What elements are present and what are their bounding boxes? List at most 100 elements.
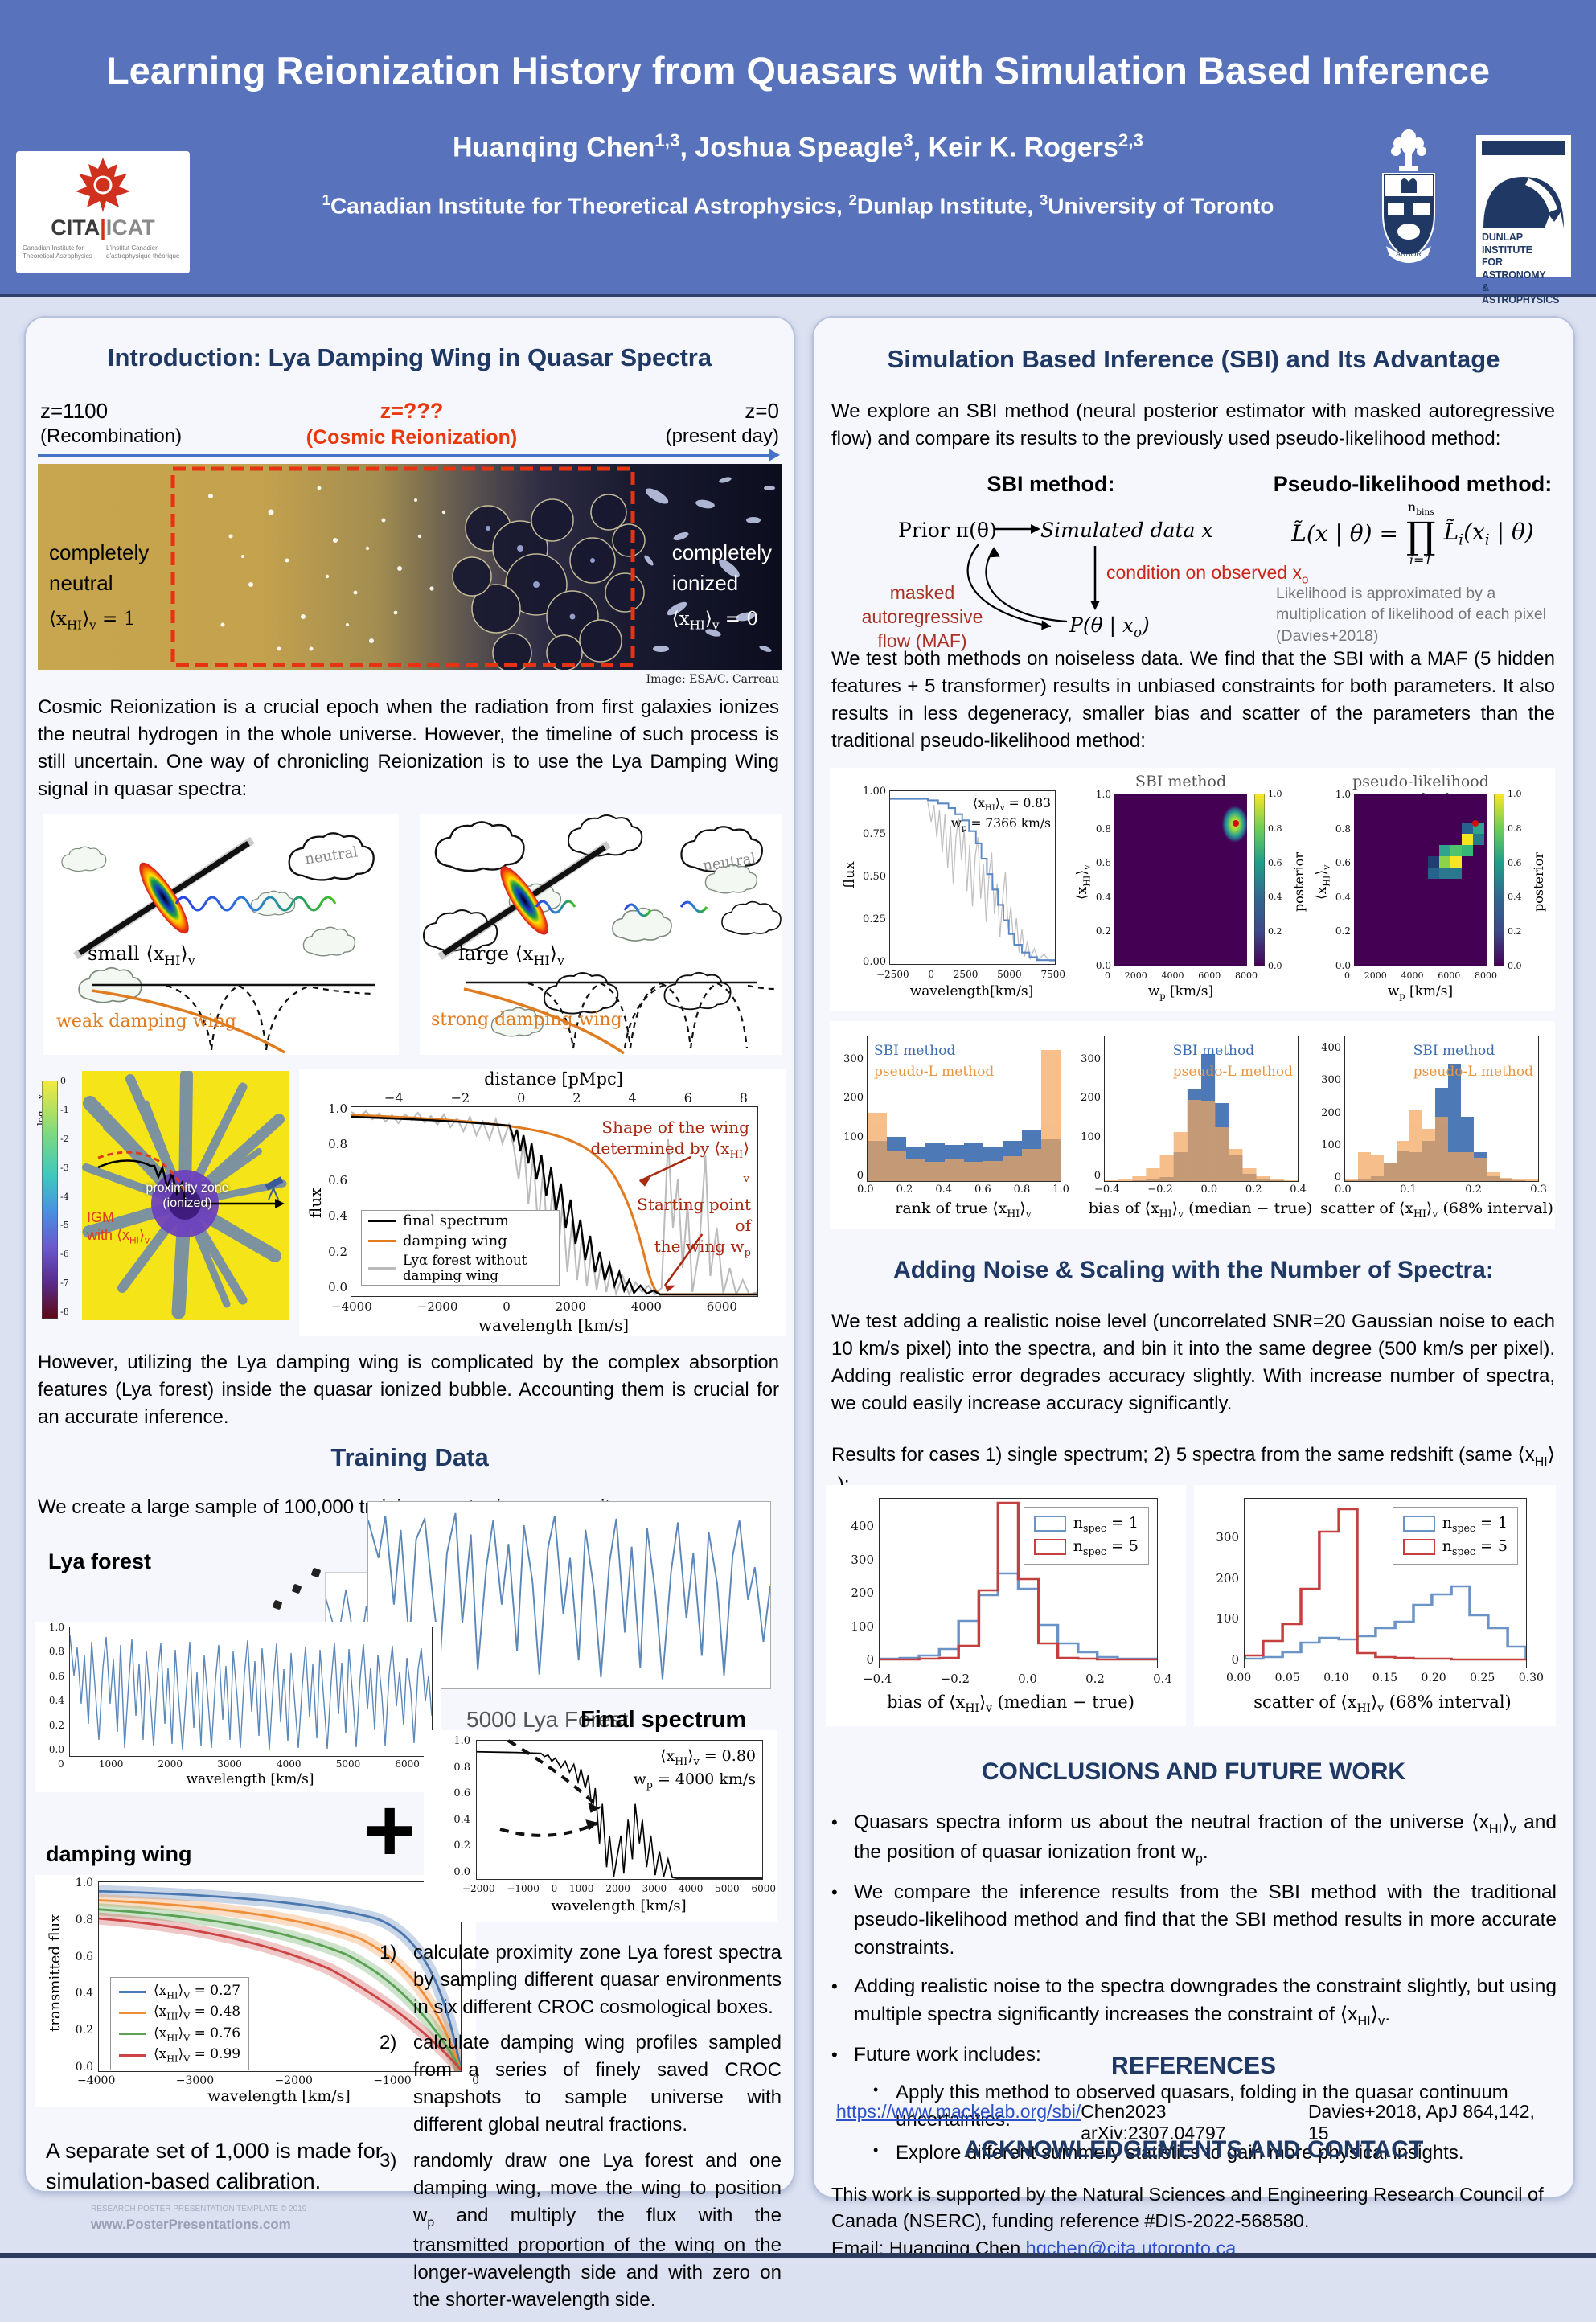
tick-label: 400 <box>1321 1042 1341 1054</box>
timeline-label-recombination: z=1100 (Recombination) <box>40 399 183 447</box>
spectrum-annotation: ⟨xHI⟩v = 0.83 wp = 7366 km/s <box>950 796 1051 834</box>
intro-paragraph-1: Cosmic Reionization is a crucial epoch w… <box>38 696 779 801</box>
tick-label: 4000 <box>1161 970 1184 981</box>
damping-wing-legend: ⟨xHI⟩V = 0.27 ⟨xHI⟩V = 0.48 ⟨xHI⟩V = 0.7… <box>110 1977 250 2070</box>
scatter-histogram: SBI method pseudo-L method 400 300 200 100 0… <box>1312 1029 1553 1222</box>
tick-label: 0.2 <box>328 1244 347 1259</box>
bias-xticks: −0.4 −0.2 0.0 0.2 0.4 <box>1094 1184 1307 1196</box>
legend-swatch-orange <box>119 2012 146 2015</box>
tick-label: 0.10 <box>1323 1672 1349 1684</box>
tick-label: 4 <box>628 1090 637 1106</box>
noise-bias-yticks: 400 300 200 100 0 <box>847 1519 874 1667</box>
colorbar-ticks: 1.0 0.8 0.6 0.4 0.2 0.0 <box>1268 789 1287 971</box>
comparison-histograms-figure: SBI method pseudo-L method 300 200 100 0 0.… <box>830 1021 1555 1229</box>
weak-wing-curve <box>91 989 285 1054</box>
conclusions-list: • Quasars spectra inform us about the ne… <box>831 1809 1557 2176</box>
tick-label: 300 <box>851 1552 874 1567</box>
tick-label: 2000 <box>1364 970 1387 981</box>
lya-forest-plot-front: 1.0 0.8 0.6 0.4 0.2 0.0 0 1000 2000 3000 4000 5000… <box>35 1622 441 1792</box>
damping-wing-xticks: −4000 −3000 −2000 −1000 0 <box>77 2074 479 2087</box>
tick-label: −2500 <box>876 969 909 980</box>
conclusion-item: • Quasars spectra inform us about the ne… <box>831 1811 1557 1866</box>
lya-front-yticks: 1.0 0.8 0.6 0.4 0.2 0.0 <box>42 1622 64 1755</box>
tick-label: 0.25 <box>1470 1672 1495 1684</box>
tick-label: -1 <box>60 1104 69 1115</box>
dunlap-dome-icon <box>1483 177 1564 228</box>
tick-label: 0.2 <box>1508 926 1522 937</box>
cita-wordmark: CITA|ICAT <box>51 215 155 240</box>
ellipsis-dot <box>272 1599 283 1610</box>
wing-anatomy-figure: log10 xHI 0-1-2-3-4-5-6-7-8 <box>34 1069 786 1336</box>
legend-swatch-green <box>119 2033 146 2036</box>
tick-label: 0 <box>551 1883 558 1894</box>
bias-yticks: 300 200 100 0 <box>1078 1053 1101 1182</box>
rank-yticks: 300 200 100 0 <box>841 1053 864 1182</box>
tick-label: 7500 <box>1040 969 1065 980</box>
tick-label: 0.6 <box>328 1172 347 1188</box>
label-completely-neutral: completely neutral ⟨xHI⟩v = 1 <box>49 540 150 633</box>
tick-label: 6000 <box>1198 970 1221 981</box>
tick-label: 2500 <box>953 969 979 980</box>
colorbar-label: posterior <box>1291 851 1307 912</box>
header-band: Learning Reionization History from Quasa… <box>0 0 1596 306</box>
example-spectrum-panel: ⟨xHI⟩v = 0.83 wp = 7366 km/s flux 1.00 0.… <box>839 776 1065 1005</box>
sbi-package-link[interactable]: https://www.mackelab.org/sbi/ <box>836 2101 1081 2122</box>
tick-label: 1.0 <box>328 1102 347 1116</box>
tick-label: 3000 <box>217 1758 242 1770</box>
quasar <box>73 836 255 960</box>
flux-xlabel: wavelength[km/s] <box>909 983 1034 999</box>
tick-label: 1.0 <box>1052 1184 1069 1196</box>
tick-label: 0.15 <box>1372 1672 1398 1684</box>
top-axis-label: distance [pMpc] <box>484 1069 623 1089</box>
tick-label: 0.4 <box>1095 891 1111 903</box>
composite-steps: 1) calculate proximity zone Lya forest s… <box>380 1939 782 2322</box>
hist-legend: SBI method pseudo-L method <box>1413 1043 1533 1080</box>
eq-lhs: L̃(x | θ) = <box>1291 520 1398 548</box>
timeline-arrow <box>38 454 771 457</box>
tick-label: 300 <box>1321 1074 1341 1087</box>
tick-label: 4000 <box>1401 970 1424 981</box>
tick-label: 3000 <box>642 1883 667 1894</box>
tick-label: 0.6 <box>974 1184 991 1196</box>
lorentzian-profiles <box>527 982 776 1049</box>
tick-label: -3 <box>60 1162 69 1173</box>
poster-presentations-url: www.PosterPresentations.com <box>91 2217 291 2232</box>
simulated-data-node: Simulated data x <box>1040 519 1213 542</box>
eq-rhs: L̃i(xi | θ) <box>1443 519 1534 549</box>
legend-swatch-blue <box>119 1990 146 1993</box>
tick-label: 0.2 <box>1245 1184 1262 1196</box>
noise-scatter-histogram: nspec = 1 nspec = 5 300 200 100 0 0.00 0.05 0… <box>1194 1485 1556 1726</box>
tick-label: 300 <box>1216 1530 1239 1545</box>
dunlap-wordmark: DUNLAP INSTITUTE FOR ASTRONOMY & ASTROPH… <box>1482 232 1560 306</box>
damping-wing-yticks: 1.0 0.8 0.6 0.4 0.2 0.0 <box>69 1877 93 2074</box>
tick-label: -4 <box>60 1191 69 1202</box>
tick-label: 300 <box>843 1053 864 1065</box>
tick-label: −4000 <box>77 2074 116 2087</box>
tick-label: 0.4 <box>328 1208 347 1224</box>
lya-front-xticks: 0 1000 2000 3000 4000 5000 6000 <box>58 1758 420 1770</box>
tick-label: 5000 <box>997 969 1022 980</box>
damping-wing-ylabel: transmitted flux <box>47 1914 64 2032</box>
damping-wing-label: damping wing <box>46 1842 192 1866</box>
tick-label: 0.2 <box>1335 925 1351 937</box>
tick-label: 0.2 <box>896 1184 913 1196</box>
maple-leaf-icon <box>76 158 130 212</box>
telescope-icon <box>265 1176 284 1200</box>
sightline-spectrum <box>97 1159 187 1200</box>
tick-label: −0.4 <box>863 1672 892 1686</box>
references-row: https://www.mackelab.org/sbi/ Chen2023 a… <box>836 2101 1552 2144</box>
tick-label: 0.4 <box>453 1813 470 1826</box>
cita-subtext-en: Canadian Institute for Theoretical Astrop… <box>23 244 92 261</box>
cita-subtext-fr: L'institut Canadien d'astrophysique théor… <box>106 244 180 261</box>
conclusion-subitem: • Explore different summery statistics t… <box>873 2141 1464 2164</box>
tick-label: 0.00 <box>863 956 886 968</box>
tick-label: 0 <box>60 1076 66 1086</box>
wing-plot-xlabel: wavelength [km/s] <box>478 1315 630 1335</box>
dunlap-logo: DUNLAP INSTITUTE FOR ASTRONOMY & ASTROPH… <box>1476 135 1571 306</box>
tick-label: 200 <box>1321 1106 1341 1119</box>
tick-label: 0.0 <box>1335 959 1351 971</box>
tick-label: −1000 <box>507 1883 540 1894</box>
sbi-flow-diagram: Prior π(θ) Simulated data x P(θ | xo) ma… <box>830 486 1309 655</box>
tick-label: 6000 <box>1438 970 1461 981</box>
